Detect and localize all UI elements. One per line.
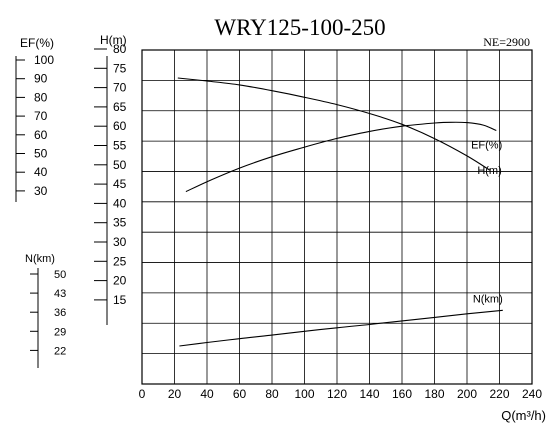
h-tick-label: 40 [113, 196, 127, 210]
chart-title: WRY125-100-250 [214, 15, 385, 40]
series-line-hm [177, 77, 491, 171]
ef-tick-label: 90 [34, 72, 48, 86]
ef-axis-label: EF(%) [20, 36, 54, 50]
h-tick-label: 60 [113, 119, 127, 133]
h-tick-label: 65 [113, 100, 127, 114]
x-tick-label: 240 [522, 387, 542, 401]
h-tick-label: 80 [113, 42, 127, 56]
x-tick-label: 200 [457, 387, 477, 401]
h-tick-label: 20 [113, 274, 127, 288]
ef-tick-label: 40 [34, 165, 48, 179]
ef-tick-label: 70 [34, 109, 48, 123]
x-tick-label: 220 [489, 387, 509, 401]
h-tick-label: 70 [113, 81, 127, 95]
n-axis: N(km) 50 43 36 29 22 [25, 253, 66, 368]
h-tick-label: 55 [113, 139, 127, 153]
x-tick-label: 140 [359, 387, 379, 401]
h-tick-label: 25 [113, 254, 127, 268]
series-layer: H(m) EF(%) N(km) [177, 77, 503, 347]
series-line-ef [185, 121, 497, 193]
n-tick-label: 43 [54, 288, 66, 300]
n-tick-label: 29 [54, 326, 66, 338]
n-tick-label: 22 [54, 345, 66, 357]
x-axis: 0 20 40 60 80 100 120 140 160 180 200 220 240 [139, 387, 543, 401]
ef-tick-label: 80 [34, 90, 48, 104]
x-tick-label: 180 [424, 387, 444, 401]
n-tick-label: 50 [54, 269, 66, 281]
series-label-hm: H(m) [477, 165, 501, 177]
h-tick-label: 30 [113, 235, 127, 249]
x-tick-label: 20 [168, 387, 182, 401]
h-tick-label: 75 [113, 61, 127, 75]
ef-tick-label: 60 [34, 128, 48, 142]
x-tick-label: 0 [139, 387, 146, 401]
x-axis-label: Q(m³/h) [501, 408, 546, 423]
x-tick-label: 60 [233, 387, 247, 401]
x-tick-label: 120 [327, 387, 347, 401]
ef-tick-label: 50 [34, 147, 48, 161]
h-tick-label: 45 [113, 177, 127, 191]
h-axis: H(m) 80 75 70 65 60 55 50 45 40 35 30 25 20 15 [94, 33, 127, 325]
n-tick-label: 36 [54, 307, 66, 319]
x-tick-label: 100 [294, 387, 314, 401]
n-axis-label: N(km) [25, 253, 55, 265]
ef-axis: EF(%) 100 90 80 70 60 50 40 30 [15, 36, 54, 202]
x-tick-label: 80 [265, 387, 279, 401]
series-label-ef: EF(%) [471, 139, 502, 151]
chart-subtitle: NE=2900 [483, 35, 530, 49]
series-label-nkm: N(km) [473, 293, 503, 305]
h-tick-label: 15 [113, 293, 127, 307]
ef-tick-label: 100 [34, 53, 54, 67]
x-tick-label: 40 [200, 387, 214, 401]
x-tick-label: 160 [392, 387, 412, 401]
plot-grid [141, 49, 533, 385]
h-axis-label: H(m) [100, 33, 127, 47]
series-line-nkm [179, 309, 503, 347]
h-tick-label: 50 [113, 158, 127, 172]
ef-tick-label: 30 [34, 184, 48, 198]
h-tick-label: 35 [113, 216, 127, 230]
